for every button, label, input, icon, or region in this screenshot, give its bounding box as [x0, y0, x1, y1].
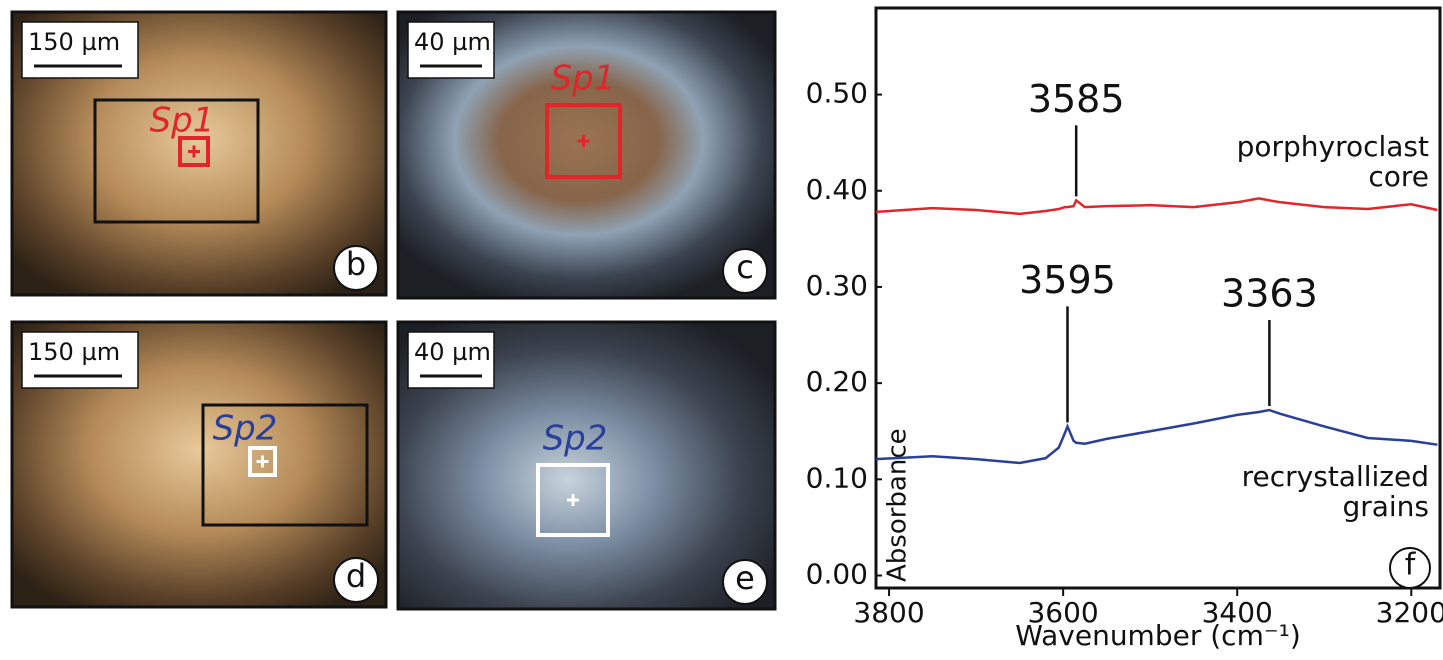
x-axis-title: Wavenumber (cm⁻¹): [1015, 619, 1301, 652]
scale-bar-label: 40 µm: [414, 28, 491, 56]
y-tick-label: 0.00: [806, 557, 868, 590]
y-tick-label: 0.30: [806, 269, 868, 302]
y-tick-label: 0.50: [806, 77, 868, 110]
series-label: porphyroclast core: [1199, 132, 1429, 192]
peak-label: 3585: [1028, 77, 1125, 121]
x-tick-label: 3200: [1376, 596, 1443, 629]
scale-bar-label: 40 µm: [414, 338, 491, 366]
y-tick-label: 0.10: [806, 461, 868, 494]
figure-canvas: Sp1 150 µm b Sp1 40 µm c Sp2 150 µm d Sp2 40 µm e 0.…: [0, 0, 1443, 660]
panel-letter: d: [346, 557, 366, 595]
panel-letter: b: [346, 245, 366, 283]
y-axis-title: Absorbance: [883, 428, 913, 582]
spot-label: Sp2: [213, 409, 278, 449]
x-tick-label: 3800: [853, 596, 924, 629]
scale-bar-label: 150 µm: [28, 338, 120, 366]
y-tick-label: 0.20: [806, 365, 868, 398]
figure: Sp1 150 µm b Sp1 40 µm c Sp2 150 µm d Sp2 40 µm e 0.…: [0, 0, 1443, 660]
peak-label: 3363: [1221, 272, 1318, 316]
spot-label: Sp1: [551, 59, 616, 99]
panel-letter: e: [735, 559, 755, 597]
scale-bar-label: 150 µm: [28, 28, 120, 56]
series-label: recrystallized grains: [1199, 462, 1429, 522]
panel-letter: c: [736, 248, 754, 286]
spot-label: Sp2: [543, 419, 608, 459]
spot-label: Sp1: [150, 101, 215, 141]
panel-letter: f: [1405, 548, 1417, 583]
peak-label: 3595: [1019, 258, 1116, 302]
y-tick-label: 0.40: [806, 173, 868, 206]
